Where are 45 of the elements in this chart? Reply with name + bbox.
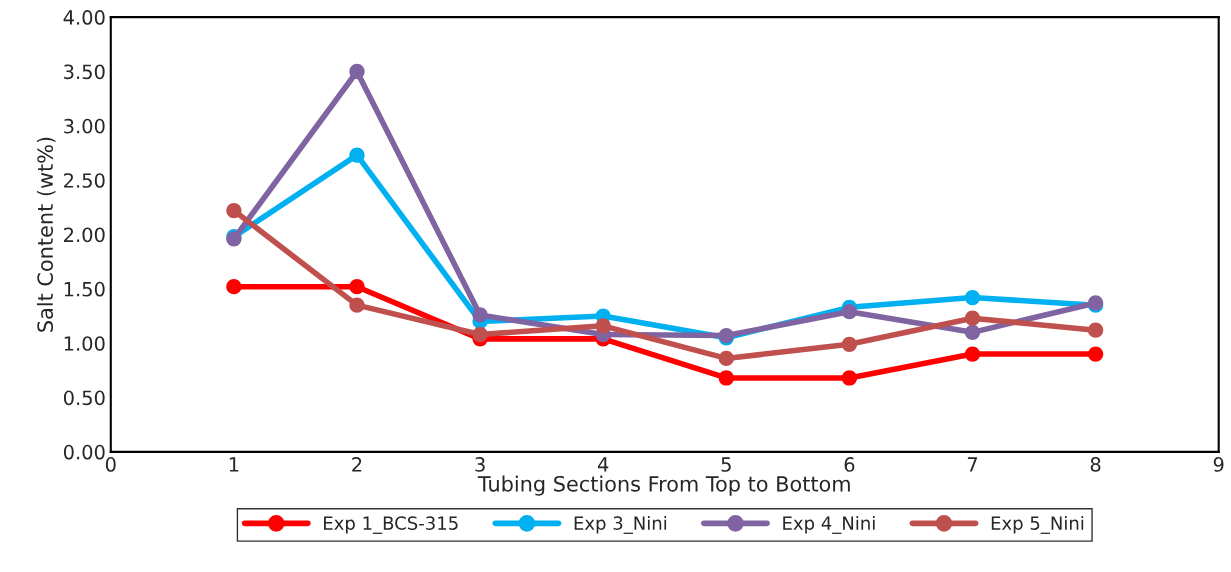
y-tick-label: 1.00 <box>64 336 105 351</box>
y-tick-label: 1.50 <box>64 281 105 297</box>
x-tick-label: 3 <box>475 457 485 472</box>
x-tick-label: 1 <box>229 457 239 472</box>
x-tick-label: 7 <box>967 457 978 472</box>
point <box>226 279 242 295</box>
point <box>226 202 242 219</box>
point <box>964 289 981 306</box>
legend-label: Exp 4_Nini <box>783 515 875 534</box>
y-tick-label: 0.00 <box>63 444 105 460</box>
point <box>349 279 365 295</box>
point <box>841 370 858 386</box>
point <box>841 336 858 352</box>
point <box>349 147 365 163</box>
x-tick-label: 9 <box>1213 457 1224 472</box>
point <box>1087 346 1104 362</box>
point <box>472 326 488 343</box>
point <box>472 307 488 323</box>
y-tick-label: 4.00 <box>63 10 105 25</box>
point <box>718 370 734 386</box>
point <box>964 310 981 326</box>
y-tick-label: 3.50 <box>64 64 105 80</box>
point <box>595 318 611 334</box>
legend-label: Exp 5_Nini <box>991 515 1084 534</box>
point <box>1087 322 1104 338</box>
point <box>718 350 734 367</box>
point <box>964 324 981 340</box>
y-tick-label: 2.00 <box>64 227 105 243</box>
x-tick-label: 2 <box>352 457 362 472</box>
legend-label: Exp 1_BCS-315 <box>324 516 458 534</box>
x-tick-label: 4 <box>597 457 609 472</box>
y-tick-label: 3.00 <box>64 118 105 134</box>
x-tick-label: 5 <box>721 457 731 472</box>
x-tick-label: 6 <box>844 457 855 472</box>
point <box>349 297 365 313</box>
y-tick-label: 2.50 <box>64 173 105 188</box>
x-tick-label: 8 <box>1090 457 1101 472</box>
y-tick-label: 0.50 <box>63 390 105 406</box>
legend-label: Exp 3_Nini <box>574 515 667 534</box>
point <box>964 346 981 362</box>
x-tick-label: 0 <box>105 457 116 472</box>
point <box>841 304 858 320</box>
x-axis-title: Tubing Sections From Top to Bottom <box>477 475 850 496</box>
point <box>349 63 365 80</box>
y-axis-title: Salt Content (wt%) <box>36 137 56 332</box>
